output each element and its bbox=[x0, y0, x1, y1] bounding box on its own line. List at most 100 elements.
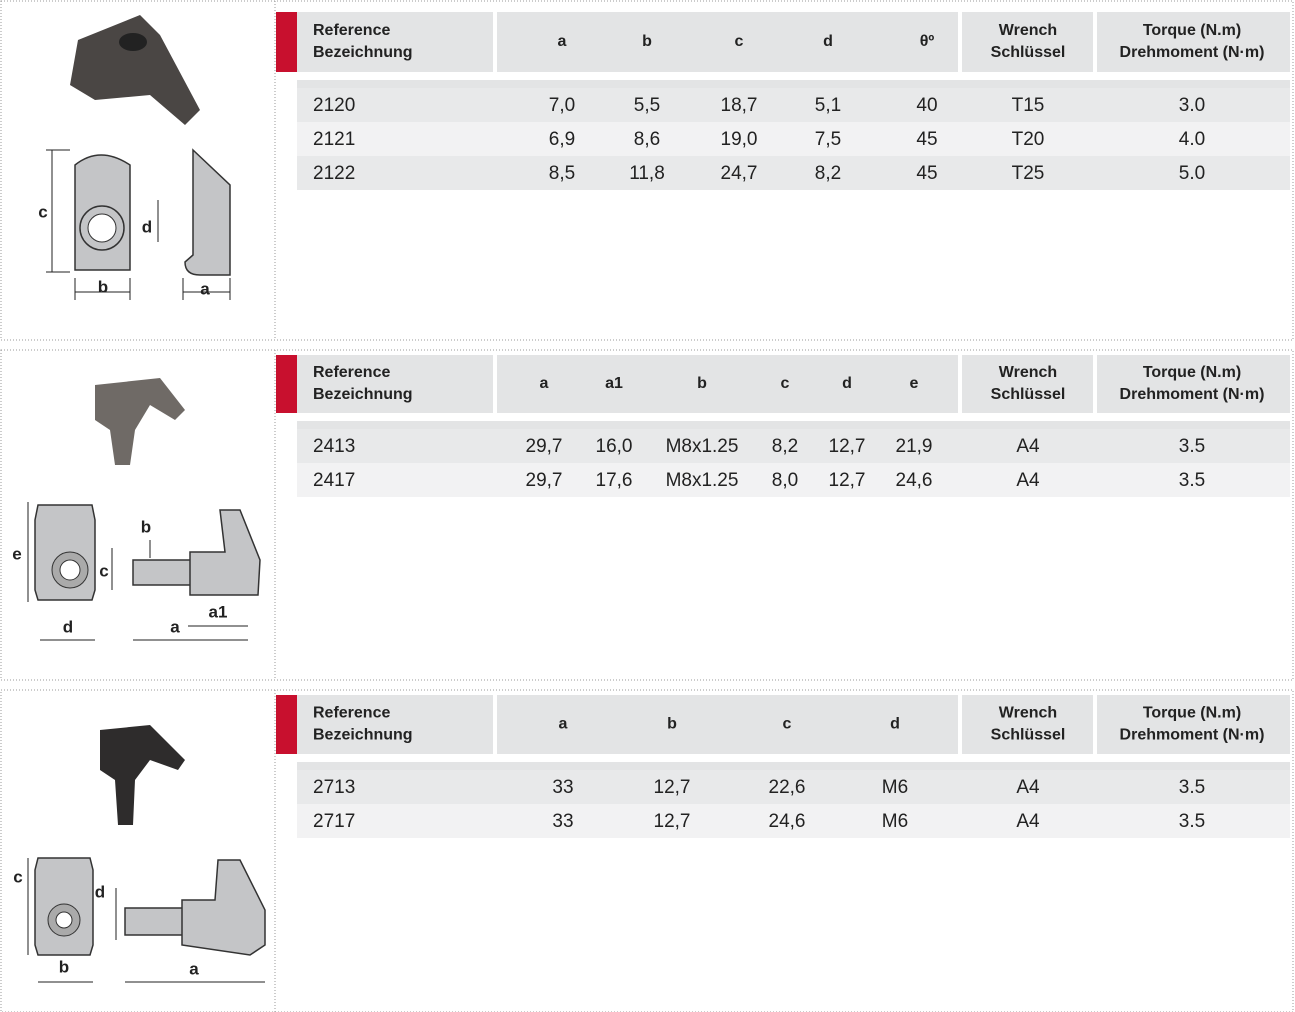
header-label: c bbox=[781, 375, 790, 392]
table-cell: 8,2 bbox=[815, 163, 841, 184]
figure-label: b bbox=[59, 957, 69, 976]
section-border bbox=[0, 689, 1294, 1012]
drawing-hole-inner bbox=[55, 911, 73, 929]
header-accent bbox=[276, 695, 297, 754]
header-label: Torque (N.m) bbox=[1143, 22, 1241, 39]
table-cell: T15 bbox=[1012, 95, 1045, 116]
header-label: Drehmoment (N·m) bbox=[1120, 727, 1265, 744]
table-cell: 21,9 bbox=[896, 436, 933, 457]
table-cell: 24,6 bbox=[896, 470, 933, 491]
figure-1: c d b a bbox=[38, 15, 231, 300]
table-cell: 33 bbox=[552, 811, 573, 832]
header-cell bbox=[297, 12, 493, 72]
header-label: b bbox=[667, 716, 677, 733]
figure-label: a bbox=[200, 279, 210, 298]
header-cell bbox=[962, 355, 1093, 413]
table-row bbox=[297, 88, 1290, 122]
header-label: d bbox=[890, 716, 900, 733]
table-cell: 8,0 bbox=[772, 470, 798, 491]
section-border bbox=[0, 0, 1294, 341]
header-label: a bbox=[558, 33, 567, 50]
table-cell: 7,0 bbox=[549, 95, 575, 116]
figure-label: d bbox=[63, 617, 73, 636]
header-label: a bbox=[540, 375, 549, 392]
drawing-side bbox=[132, 509, 261, 596]
table-cell: A4 bbox=[1016, 777, 1040, 798]
header-cell bbox=[1097, 355, 1290, 413]
table-row bbox=[297, 429, 1290, 463]
header-label: b bbox=[697, 375, 707, 392]
table-cell: 3.5 bbox=[1179, 470, 1205, 491]
product-photo bbox=[95, 378, 185, 465]
header-label: Schlüssel bbox=[991, 386, 1066, 403]
header-label: a bbox=[559, 716, 568, 733]
table-cell: 12,7 bbox=[829, 470, 866, 491]
table-cell: 29,7 bbox=[526, 436, 563, 457]
table-cell: T20 bbox=[1012, 129, 1045, 150]
photo-hole bbox=[119, 33, 147, 51]
header-label: Reference bbox=[313, 705, 390, 722]
figure-label: c bbox=[99, 561, 108, 580]
product-photo bbox=[70, 15, 200, 125]
header-cell bbox=[497, 12, 958, 72]
header-cell bbox=[962, 12, 1093, 72]
table-cell: 6,9 bbox=[549, 129, 575, 150]
header-gap-strip bbox=[297, 80, 1290, 88]
header-cell bbox=[497, 355, 958, 413]
figure-label: d bbox=[95, 882, 105, 901]
table-cell: 2413 bbox=[313, 436, 355, 457]
table-cell: 45 bbox=[916, 129, 937, 150]
product-photo bbox=[100, 725, 185, 825]
header-label: b bbox=[642, 33, 652, 50]
header-cell bbox=[962, 695, 1093, 754]
table-cell: 5,5 bbox=[634, 95, 660, 116]
table-cell: 3.5 bbox=[1179, 811, 1205, 832]
section-border bbox=[0, 349, 1294, 681]
header-label: Drehmoment (N·m) bbox=[1120, 386, 1265, 403]
table-cell: 2713 bbox=[313, 777, 355, 798]
header-label: Reference bbox=[313, 22, 390, 39]
dimension-lines bbox=[46, 149, 231, 300]
table-cell: 8,6 bbox=[634, 129, 660, 150]
table-cell: 5.0 bbox=[1179, 163, 1205, 184]
table-cell: 8,5 bbox=[549, 163, 575, 184]
table-cell: 22,6 bbox=[769, 777, 806, 798]
table-cell: 2717 bbox=[313, 811, 355, 832]
header-label: Bezeichnung bbox=[313, 44, 413, 61]
header-label: Drehmoment (N·m) bbox=[1120, 44, 1265, 61]
figure-label: e bbox=[12, 544, 21, 563]
table-cell: 3.0 bbox=[1179, 95, 1205, 116]
table-cell: 33 bbox=[552, 777, 573, 798]
header-label: Schlüssel bbox=[991, 44, 1066, 61]
table-cell: A4 bbox=[1016, 811, 1040, 832]
table-cell: 2122 bbox=[313, 163, 355, 184]
table-cell: 2121 bbox=[313, 129, 355, 150]
header-label: θº bbox=[920, 33, 935, 50]
header-cell bbox=[1097, 12, 1290, 72]
table-cell: 24,7 bbox=[721, 163, 758, 184]
table-cell: 11,8 bbox=[629, 163, 665, 184]
header-label: Wrench bbox=[999, 364, 1057, 381]
table-cell: 2120 bbox=[313, 95, 355, 116]
table-cell: M6 bbox=[882, 777, 908, 798]
table-row bbox=[297, 122, 1290, 156]
drawing-hole-inner bbox=[87, 213, 117, 243]
table-cell: A4 bbox=[1016, 436, 1040, 457]
figure-label: a bbox=[170, 617, 180, 636]
figure-label: a bbox=[189, 959, 199, 978]
header-label: Wrench bbox=[999, 705, 1057, 722]
table-row bbox=[297, 770, 1290, 804]
table-cell: 2417 bbox=[313, 470, 355, 491]
table-cell: M6 bbox=[882, 811, 908, 832]
table-cell: A4 bbox=[1016, 470, 1040, 491]
header-label: e bbox=[910, 375, 919, 392]
table-cell: 18,7 bbox=[721, 95, 758, 116]
header-label: Torque (N.m) bbox=[1143, 705, 1241, 722]
header-label: Wrench bbox=[999, 22, 1057, 39]
table-row bbox=[297, 804, 1290, 838]
header-cell bbox=[497, 695, 958, 754]
drawing-hole-inner bbox=[59, 559, 81, 581]
header-gap-strip bbox=[297, 762, 1290, 770]
table-cell: M8x1.25 bbox=[666, 470, 739, 491]
